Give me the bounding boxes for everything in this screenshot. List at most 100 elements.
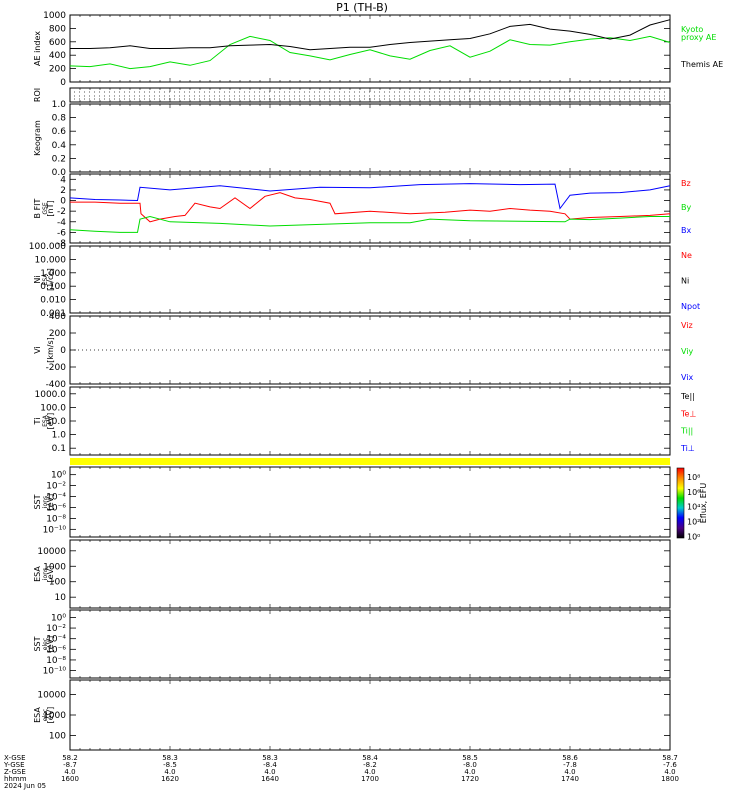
ylabel: SST: [33, 636, 42, 651]
panel-frame: [69, 539, 671, 609]
ephemeris-value: -8.4: [263, 761, 277, 769]
y-tick-label: 0.0: [52, 168, 67, 178]
y-tick-label: 1.0: [52, 431, 67, 441]
y-tick-label: 400: [49, 312, 66, 322]
legend-kyoto-proxy-ae: Kyoto: [681, 25, 703, 34]
ylabel: SST: [33, 494, 42, 509]
legend-ti-1: Te⊥: [680, 409, 696, 418]
colorbar-tick-label: 10⁸: [687, 473, 700, 482]
plot-title: P1 (TH-B): [336, 1, 388, 14]
ylabel-sub: elec: [42, 709, 49, 721]
y-tick-label: 10⁻²: [46, 482, 66, 492]
legend-bx: Bx: [681, 226, 691, 235]
ylabel-unit: [eV]: [46, 636, 55, 653]
y-tick-label: 0: [60, 346, 66, 356]
y-tick-label: 1000: [43, 562, 66, 572]
y-tick-label: 10⁻²: [46, 624, 66, 634]
ephemeris-value: -7.8: [563, 761, 577, 769]
y-tick-label: 10.0: [46, 417, 66, 427]
ephemeris-value: -8.0: [463, 761, 477, 769]
y-tick-label: 800: [49, 24, 66, 34]
ylabel-unit: [km/s]: [46, 337, 55, 363]
ephemeris-value: -8.7: [63, 761, 77, 769]
y-tick-label: 10.000: [35, 255, 67, 265]
panel-frame: [69, 466, 671, 538]
y-tick-label: -200: [46, 363, 67, 373]
ephemeris-value: 4.0: [264, 768, 275, 776]
ephemeris-value: 4.0: [164, 768, 175, 776]
y-tick-label: 200: [49, 65, 66, 75]
y-tick-label: 1000: [43, 11, 66, 21]
y-tick-label: 10⁻⁴: [46, 635, 66, 645]
ephemeris-value: 1600: [61, 775, 79, 783]
ephemeris-row-label: Y-GSE: [3, 761, 25, 769]
ylabel-sub: ESA: [42, 414, 49, 427]
panel-esa2: ESA elec[eV] 100 1000 10000: [33, 679, 671, 751]
series-themis-ae: [70, 19, 671, 51]
y-tick-label: 10⁻⁶: [46, 503, 66, 513]
ylabel-sub: GSE: [42, 202, 49, 214]
ylabel: ESA: [33, 566, 42, 582]
y-tick-label: 10⁻⁸: [46, 656, 66, 666]
panel-frame: [69, 386, 671, 456]
y-tick-label: 0: [60, 197, 66, 207]
legend-vi-0: Viz: [681, 321, 693, 330]
ylabel: Keogram: [33, 120, 42, 156]
y-tick-label: 600: [49, 38, 66, 48]
y-tick-label: 0.100: [40, 282, 66, 292]
y-tick-label: 0: [60, 78, 66, 88]
ylabel-sub: ions: [42, 568, 49, 580]
ylabel: Ti: [33, 418, 42, 426]
legend-vi-1: Viy: [681, 347, 694, 356]
colorbar-tick-label: 10²: [687, 518, 700, 527]
y-tick-label: 10000: [37, 690, 66, 700]
ylabel: AE index: [33, 31, 42, 66]
ephemeris-value: 4.0: [564, 768, 575, 776]
legend-ti-3: Ti⊥: [680, 444, 695, 453]
y-tick-label: 10⁻¹⁰: [43, 525, 67, 535]
y-tick-label: 0.010: [40, 296, 66, 306]
ephemeris-value: 1720: [461, 775, 479, 783]
ephemeris-value: 4.0: [464, 768, 475, 776]
colorbar-label: Eflux, EFU: [699, 483, 708, 524]
panel-vi: Vi [km/s] -400 -200 0 200 400 Viz Viy Vix: [33, 312, 694, 390]
panel-frame: [69, 609, 671, 679]
y-tick-label: 1000.0: [35, 390, 67, 400]
ephemeris-value: 58.5: [462, 754, 478, 762]
ephemeris-row-label: hhmm: [4, 775, 27, 783]
y-tick-label: 200: [49, 329, 66, 339]
y-tick-label: 10⁻⁸: [46, 514, 66, 524]
y-tick-label: -4: [57, 218, 66, 228]
y-tick-label: 10⁰: [51, 613, 66, 623]
y-tick-label: -2: [57, 207, 66, 217]
ylabel-unit: [eV]: [46, 707, 55, 724]
panel-frame: [69, 245, 671, 314]
spectrogram-band: [70, 458, 670, 465]
ephemeris-value: 58.6: [562, 754, 578, 762]
ephemeris-value: 58.3: [162, 754, 178, 762]
ylabel-unit: [nT]: [46, 200, 55, 216]
legend-ni-2: Npot: [681, 302, 700, 311]
ephemeris-value: 1640: [261, 775, 279, 783]
y-tick-label: 100.0: [40, 403, 66, 413]
ylabel: ROI: [33, 88, 42, 102]
ylabel-unit: [eV]: [46, 494, 55, 511]
colorbar-gradient: [676, 467, 685, 539]
ephemeris-value: -8.2: [363, 761, 377, 769]
panel-ti: Ti ESA[eV] 0.1 1.0 10.0 100.0 1000.0 Te|| Te⊥ Ti|…: [33, 386, 696, 456]
ylabel-unit: [eV]: [46, 566, 55, 583]
y-tick-label: 0.1: [52, 444, 66, 454]
y-tick-label: 1.000: [40, 269, 66, 279]
y-tick-label: -400: [46, 380, 67, 390]
ylabel: B FIT: [33, 198, 42, 218]
ylabel-sub: elec: [42, 638, 49, 650]
y-tick-label: 400: [49, 51, 66, 61]
y-tick-label: 100.000: [29, 242, 66, 252]
ephemeris-row-label: X-GSE: [4, 754, 26, 762]
ephemeris-row-label: Z-GSE: [4, 768, 26, 776]
y-tick-label: -8: [57, 239, 66, 249]
panel-roi: ROI: [33, 87, 671, 103]
y-tick-label: 10: [55, 593, 67, 603]
